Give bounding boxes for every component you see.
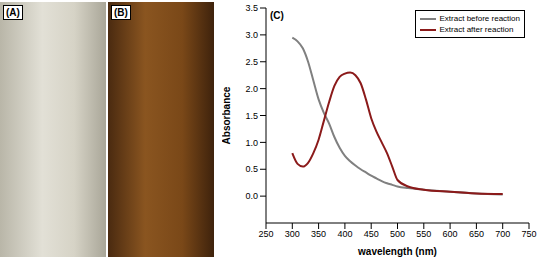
- html-text:(A): (A): [6, 7, 20, 18]
- svg-text:600: 600: [443, 229, 458, 239]
- svg-text:550: 550: [416, 229, 431, 239]
- html-text:Extract after reaction: Extract after reaction: [439, 25, 514, 34]
- svg-text:3.5: 3.5: [245, 3, 258, 13]
- svg-text:750: 750: [521, 229, 536, 239]
- svg-text:Absorbance: Absorbance: [222, 86, 232, 144]
- svg-text:1.5: 1.5: [245, 111, 258, 121]
- svg-text:wavelength (nm): wavelength (nm): [357, 246, 437, 257]
- svg-text:500: 500: [390, 229, 405, 239]
- svg-text:250: 250: [258, 229, 273, 239]
- svg-text:400: 400: [337, 229, 352, 239]
- svg-text:3.0: 3.0: [245, 30, 258, 40]
- svg-text:700: 700: [495, 229, 510, 239]
- svg-text:300: 300: [285, 229, 300, 239]
- html-text:(B): (B): [114, 7, 128, 18]
- svg-text:0.0: 0.0: [245, 191, 258, 201]
- svg-text:2.5: 2.5: [245, 57, 258, 67]
- html-text:(C): (C): [270, 10, 284, 21]
- svg-text:2.0: 2.0: [245, 84, 258, 94]
- html-text:Extract before reaction: Extract before reaction: [439, 14, 520, 23]
- svg-text:350: 350: [311, 229, 326, 239]
- svg-text:0.5: 0.5: [245, 164, 258, 174]
- svg-text:450: 450: [364, 229, 379, 239]
- svg-text:1.0: 1.0: [245, 138, 258, 148]
- svg-text:650: 650: [469, 229, 484, 239]
